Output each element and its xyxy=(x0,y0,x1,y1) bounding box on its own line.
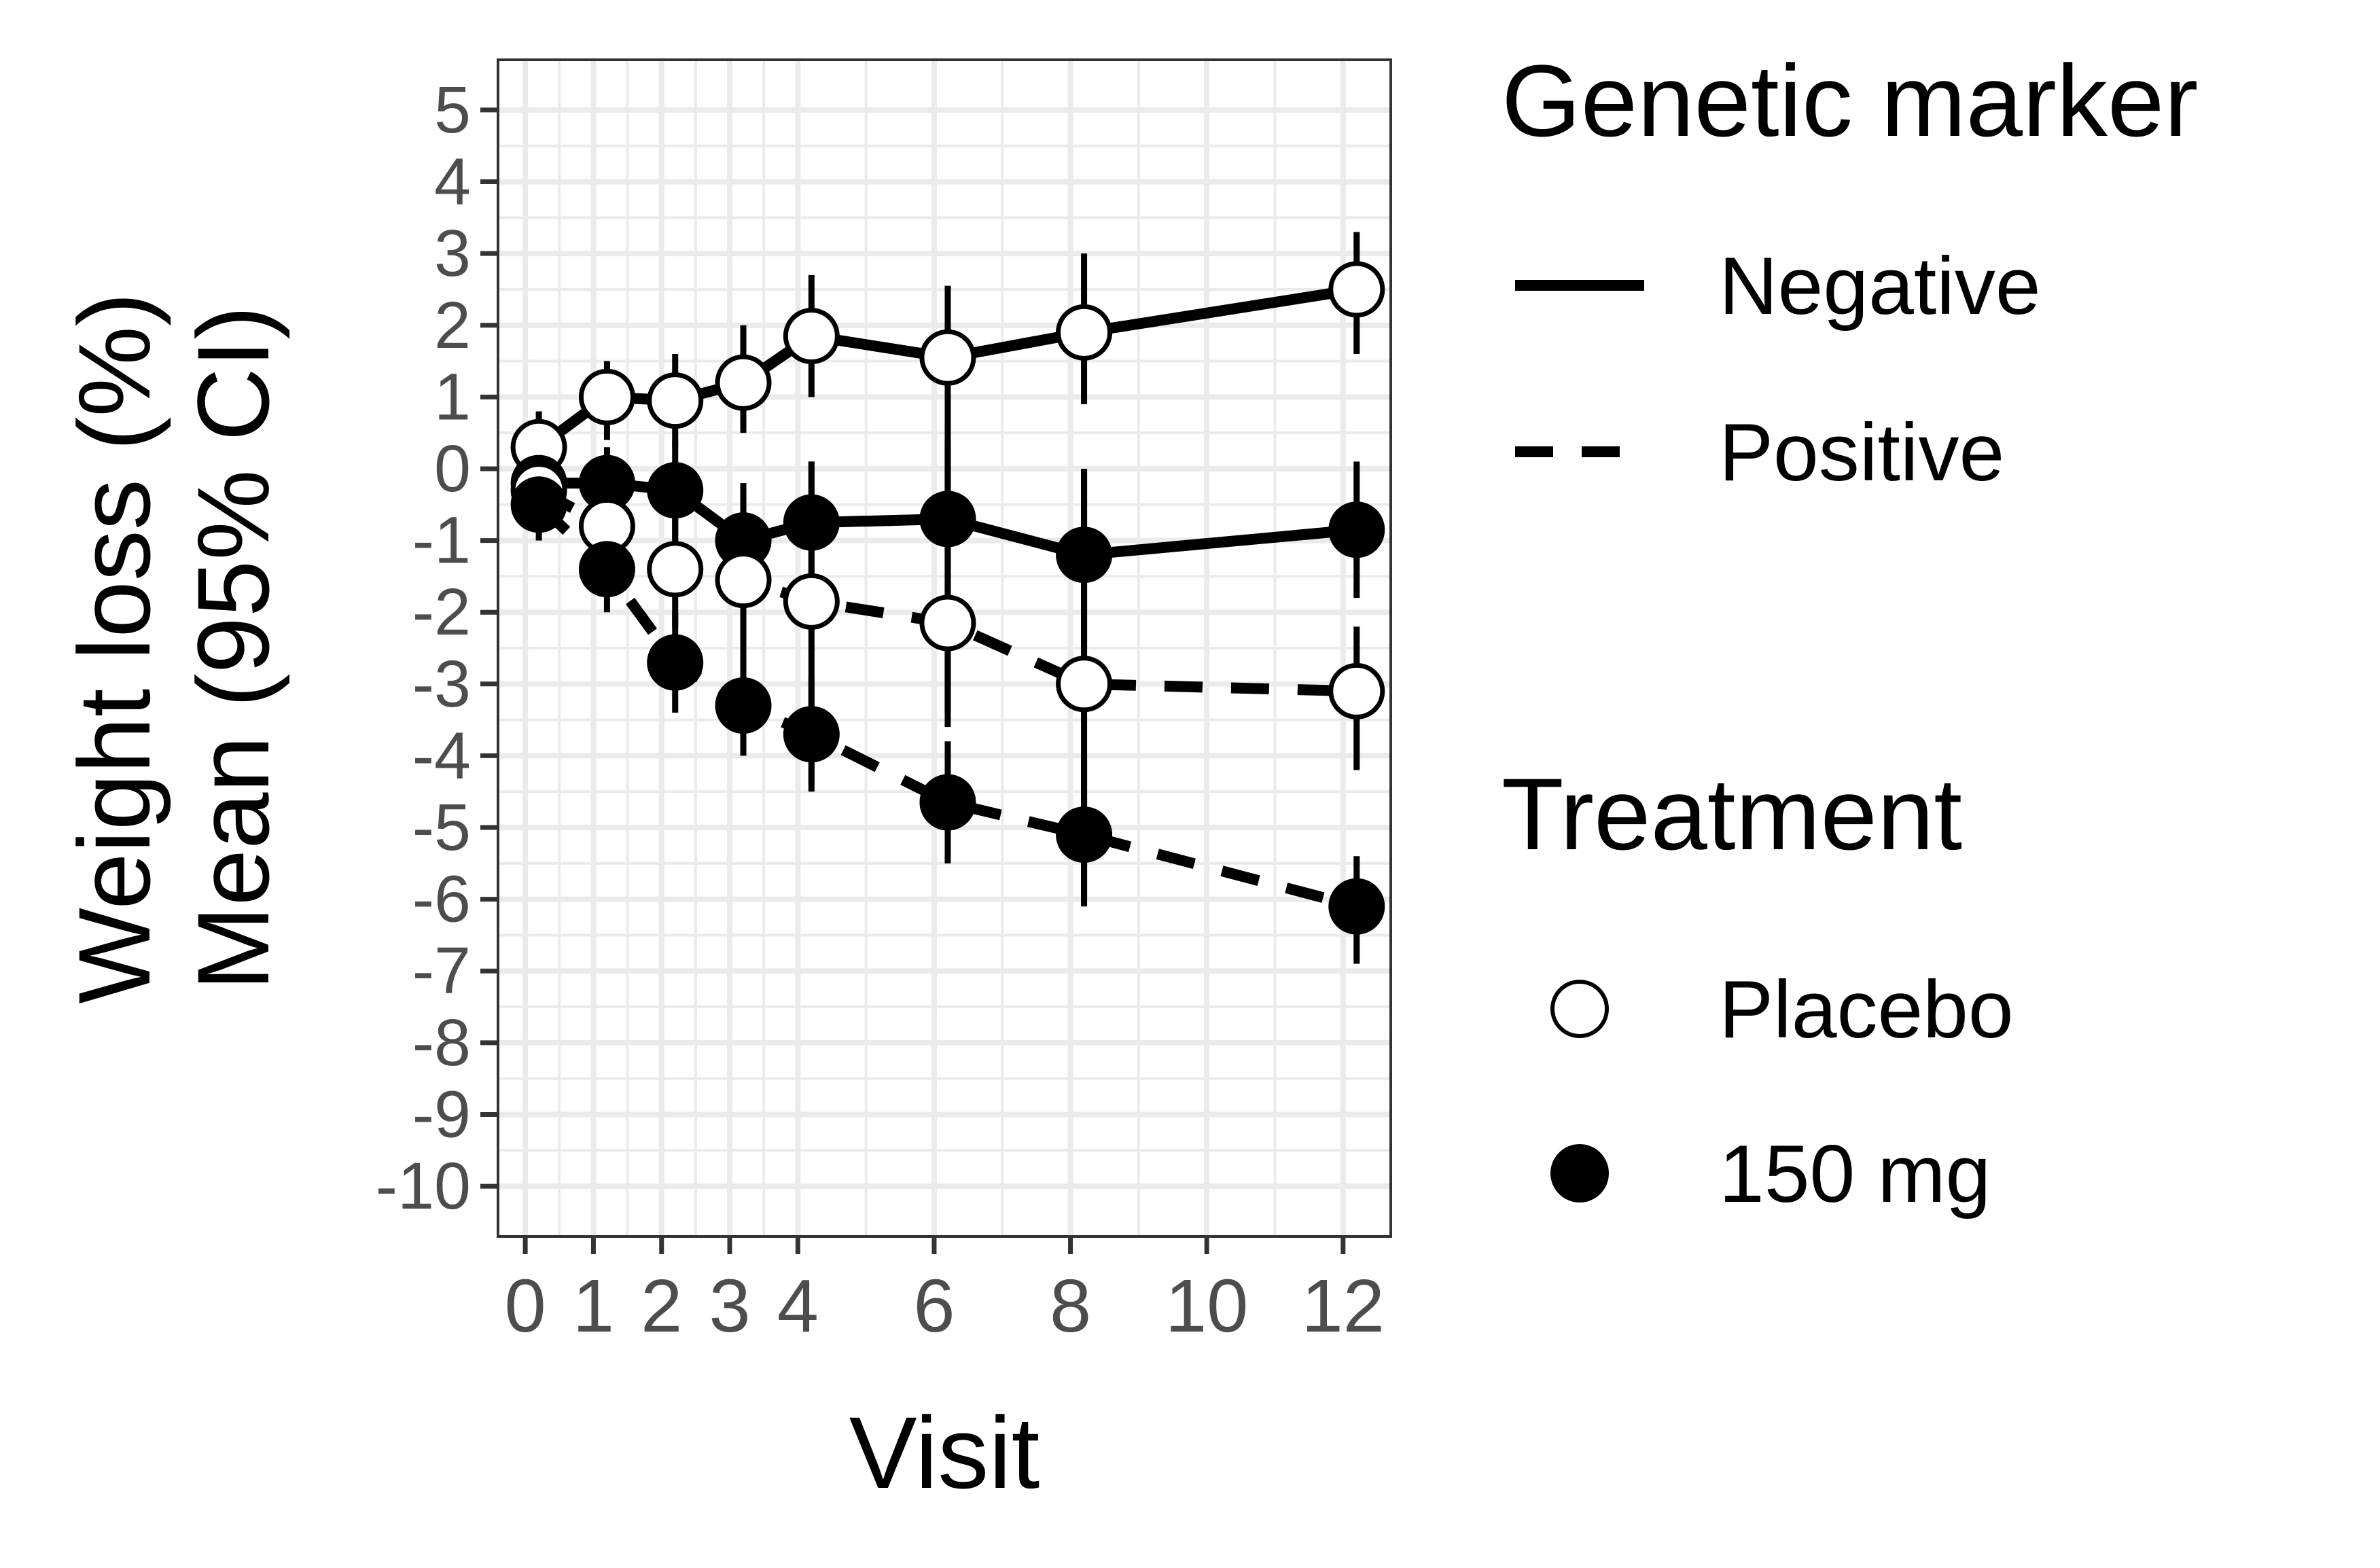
y-tick-label: 0 xyxy=(434,431,471,505)
x-tick-label: 10 xyxy=(1165,1264,1248,1348)
legend-label-placebo: Placebo xyxy=(1719,964,2014,1055)
y-axis-subtitle: Mean (95% CI) xyxy=(176,306,290,991)
y-tick-label: -5 xyxy=(412,790,471,864)
y-tick-label: -4 xyxy=(412,718,471,792)
x-tick-label: 1 xyxy=(573,1264,614,1348)
data-point-positive-placebo xyxy=(647,541,704,598)
y-tick-label: -8 xyxy=(412,1005,471,1080)
legend-label-150mg: 150 mg xyxy=(1719,1128,1991,1219)
y-tick-label: -2 xyxy=(412,575,471,649)
data-point-positive-placebo xyxy=(1056,656,1113,713)
legend: Genetic marker Negative Positive Treatme… xyxy=(1502,43,2198,1219)
legend-key-placebo-marker xyxy=(1550,980,1609,1038)
y-tick-label: -1 xyxy=(412,503,471,577)
data-point-negative-placebo xyxy=(647,372,704,429)
data-point-positive-150mg xyxy=(783,706,840,763)
y-axis-title: Weight loss (%) xyxy=(57,292,171,1004)
y-tick-label: 4 xyxy=(434,145,471,219)
point-layer xyxy=(510,261,1385,935)
data-point-positive-150mg xyxy=(510,476,567,533)
data-point-negative-150mg xyxy=(783,494,840,551)
panel-border xyxy=(497,58,1392,1238)
data-point-negative-placebo xyxy=(578,368,635,425)
data-point-negative-placebo xyxy=(1328,261,1385,318)
x-tick-label: 12 xyxy=(1302,1264,1385,1348)
data-point-negative-150mg xyxy=(1056,527,1113,584)
data-point-positive-placebo xyxy=(783,573,840,630)
data-point-positive-placebo xyxy=(715,552,772,609)
y-tick-label: -9 xyxy=(412,1077,471,1151)
y-tick-label: -10 xyxy=(376,1149,471,1223)
x-axis-title: Visit xyxy=(849,1395,1040,1510)
data-point-positive-150mg xyxy=(715,677,772,734)
data-point-negative-150mg xyxy=(647,462,704,519)
y-tick-label: -6 xyxy=(412,862,471,936)
x-tick-label: 0 xyxy=(505,1264,546,1348)
data-point-negative-150mg xyxy=(1328,501,1385,558)
legend-title-treatment: Treatment xyxy=(1502,757,1962,871)
data-point-negative-placebo xyxy=(1056,304,1113,361)
data-point-positive-150mg xyxy=(1328,878,1385,935)
data-point-positive-150mg xyxy=(647,634,704,691)
data-point-negative-placebo xyxy=(783,308,840,365)
x-tick-label: 3 xyxy=(709,1264,750,1348)
data-point-positive-150mg xyxy=(578,541,635,598)
x-tick-label: 4 xyxy=(777,1264,819,1348)
legend-label-negative: Negative xyxy=(1719,240,2041,332)
x-tick-label: 8 xyxy=(1050,1264,1091,1348)
data-point-negative-placebo xyxy=(919,329,976,386)
data-point-negative-150mg xyxy=(919,491,976,548)
data-point-positive-150mg xyxy=(919,774,976,831)
y-tick-label: 2 xyxy=(434,288,471,362)
data-point-positive-placebo xyxy=(1328,662,1385,719)
legend-title-genetic-marker: Genetic marker xyxy=(1502,43,2198,158)
y-tick-label: -7 xyxy=(412,933,471,1008)
y-tick-label: 1 xyxy=(434,359,471,433)
y-tick-label: -3 xyxy=(412,647,471,721)
data-point-positive-placebo xyxy=(919,594,976,652)
x-tick-label: 2 xyxy=(641,1264,682,1348)
data-point-positive-150mg xyxy=(1056,806,1113,863)
y-tick-label: 3 xyxy=(434,216,471,290)
legend-label-positive: Positive xyxy=(1719,407,2004,498)
y-tick-label: 5 xyxy=(434,73,471,147)
data-point-negative-placebo xyxy=(715,354,772,411)
x-tick-label: 6 xyxy=(913,1264,955,1348)
legend-key-150mg-marker xyxy=(1550,1144,1609,1202)
